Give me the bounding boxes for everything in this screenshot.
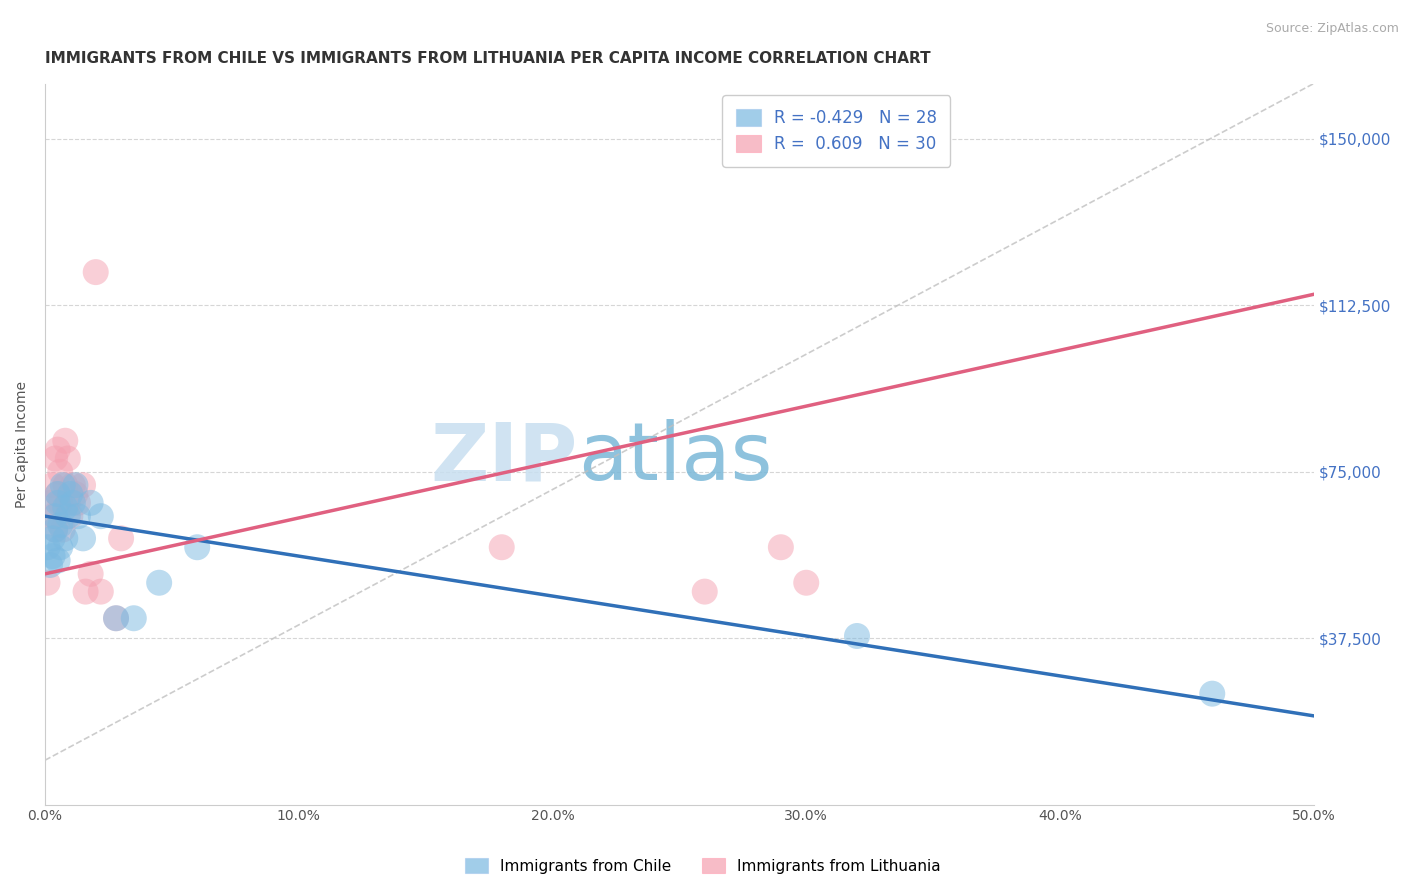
Point xyxy=(90,509,112,524)
Point xyxy=(46,553,69,567)
Point xyxy=(44,509,66,524)
Point xyxy=(1201,687,1223,701)
Point xyxy=(65,478,87,492)
Point xyxy=(66,509,89,524)
Point xyxy=(794,575,817,590)
Text: atlas: atlas xyxy=(578,419,772,498)
Point xyxy=(84,265,107,279)
Point xyxy=(52,523,75,537)
Point xyxy=(693,584,716,599)
Point xyxy=(79,496,101,510)
Point xyxy=(46,487,69,501)
Point xyxy=(148,575,170,590)
Point xyxy=(39,558,62,572)
Point xyxy=(186,540,208,554)
Point xyxy=(44,523,66,537)
Legend: Immigrants from Chile, Immigrants from Lithuania: Immigrants from Chile, Immigrants from L… xyxy=(458,852,948,880)
Point xyxy=(105,611,128,625)
Point xyxy=(62,496,84,510)
Point xyxy=(56,509,79,524)
Point xyxy=(59,487,82,501)
Text: Source: ZipAtlas.com: Source: ZipAtlas.com xyxy=(1265,22,1399,36)
Point xyxy=(53,532,76,546)
Point xyxy=(46,496,69,510)
Point xyxy=(41,509,63,524)
Point xyxy=(72,532,94,546)
Point xyxy=(846,629,869,643)
Point xyxy=(53,478,76,492)
Point xyxy=(56,451,79,466)
Point xyxy=(49,518,72,533)
Text: ZIP: ZIP xyxy=(430,419,578,498)
Y-axis label: Per Capita Income: Per Capita Income xyxy=(15,381,30,508)
Point xyxy=(37,575,59,590)
Point xyxy=(65,487,87,501)
Point xyxy=(44,523,66,537)
Point xyxy=(66,496,89,510)
Point xyxy=(49,540,72,554)
Point xyxy=(75,584,97,599)
Point xyxy=(41,532,63,546)
Point xyxy=(56,496,79,510)
Point xyxy=(90,584,112,599)
Legend: R = -0.429   N = 28, R =  0.609   N = 30: R = -0.429 N = 28, R = 0.609 N = 30 xyxy=(723,95,950,167)
Point xyxy=(41,549,63,563)
Point xyxy=(53,434,76,448)
Point xyxy=(41,478,63,492)
Text: IMMIGRANTS FROM CHILE VS IMMIGRANTS FROM LITHUANIA PER CAPITA INCOME CORRELATION: IMMIGRANTS FROM CHILE VS IMMIGRANTS FROM… xyxy=(45,51,931,66)
Point xyxy=(52,478,75,492)
Point xyxy=(39,496,62,510)
Point xyxy=(62,478,84,492)
Point xyxy=(105,611,128,625)
Point xyxy=(79,566,101,581)
Point xyxy=(46,442,69,457)
Point xyxy=(491,540,513,554)
Point xyxy=(59,509,82,524)
Point xyxy=(53,500,76,515)
Point xyxy=(49,496,72,510)
Point xyxy=(49,465,72,479)
Point xyxy=(110,532,132,546)
Point xyxy=(769,540,792,554)
Point xyxy=(44,451,66,466)
Point xyxy=(72,478,94,492)
Point xyxy=(46,487,69,501)
Point xyxy=(37,540,59,554)
Point xyxy=(122,611,145,625)
